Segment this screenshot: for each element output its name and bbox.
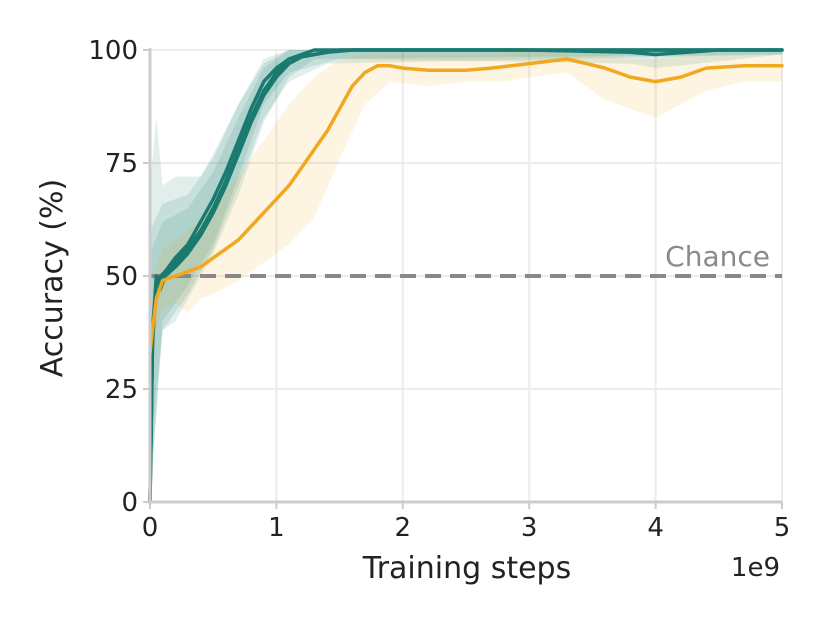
series-line (148, 57, 784, 355)
x-tick-label: 1 (268, 513, 285, 543)
confidence-band (150, 50, 782, 390)
x-tick-label: 3 (521, 513, 538, 543)
x-offset-label: 1e9 (731, 553, 780, 583)
y-tick-label: 75 (105, 149, 138, 179)
chance-annotation: Chance (665, 240, 770, 273)
y-tick-label: 0 (121, 488, 138, 518)
series-lines (148, 48, 784, 504)
axes (143, 48, 783, 509)
x-axis-title: Training steps (362, 551, 571, 586)
x-tick-label: 5 (774, 513, 791, 543)
y-tick-label: 25 (105, 375, 138, 405)
y-tick-label: 50 (105, 262, 138, 292)
y-axis-title: Accuracy (%) (35, 179, 70, 377)
x-tick-label: 4 (647, 513, 664, 543)
series-line (148, 48, 784, 504)
x-tick-label: 0 (142, 513, 159, 543)
x-tick-label: 2 (395, 513, 412, 543)
confidence-bands (150, 50, 782, 502)
y-tick-label: 100 (88, 36, 138, 66)
